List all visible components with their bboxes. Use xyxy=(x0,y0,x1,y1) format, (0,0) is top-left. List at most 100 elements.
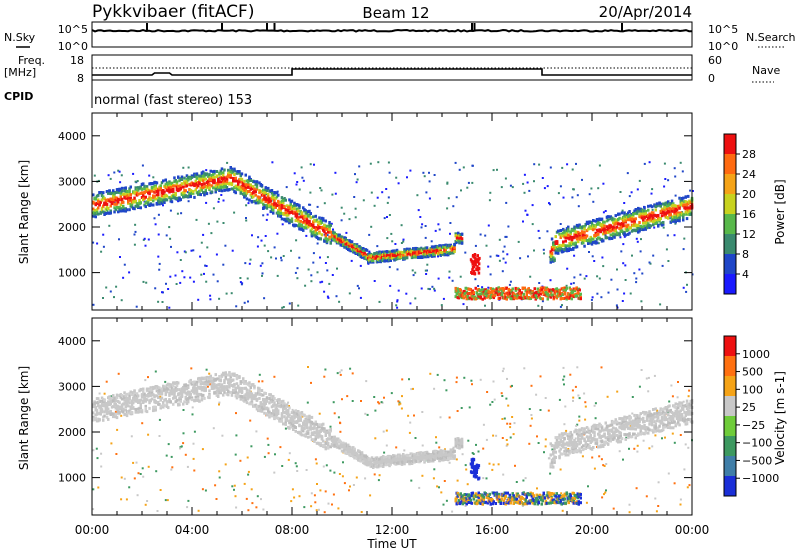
echo-cell xyxy=(154,184,157,188)
echo-cell xyxy=(175,384,179,388)
echo-cell xyxy=(222,393,225,397)
echo-cell xyxy=(127,397,130,401)
echo-cell xyxy=(503,293,506,297)
echo-cell xyxy=(538,163,541,166)
echo-cell xyxy=(258,196,261,200)
echo-cell xyxy=(280,256,282,259)
echo-cell xyxy=(574,225,577,229)
echo-cell xyxy=(451,510,454,513)
echo-cell xyxy=(160,387,164,391)
colorbar-cell xyxy=(724,274,736,294)
echo-cell xyxy=(202,177,205,181)
echo-cell xyxy=(428,288,431,291)
echo-cell xyxy=(102,297,104,299)
echo-cell xyxy=(315,235,319,239)
echo-cell xyxy=(676,396,679,399)
echo-cell xyxy=(110,442,113,445)
echo-cell xyxy=(444,448,446,451)
echo-cell xyxy=(655,202,659,206)
echo-cell xyxy=(218,297,221,300)
echo-cell xyxy=(181,270,184,273)
echo-cell xyxy=(140,393,144,397)
echo-cell xyxy=(564,288,567,292)
echo-cell xyxy=(359,253,362,257)
echo-cell xyxy=(225,175,229,179)
echo-cell xyxy=(139,191,142,195)
echo-cell xyxy=(318,222,321,225)
echo-cell xyxy=(255,404,259,408)
echo-cell xyxy=(99,200,102,204)
echo-cell xyxy=(557,229,560,233)
echo-cell xyxy=(242,379,245,383)
echo-cell xyxy=(302,228,305,232)
echo-cell xyxy=(92,303,95,306)
echo-cell xyxy=(239,397,242,401)
echo-cell xyxy=(132,406,135,410)
echo-cell xyxy=(353,196,356,198)
echo-cell xyxy=(144,195,147,199)
nsearch-tick-top: 10^5 xyxy=(708,23,738,36)
echo-cell xyxy=(686,283,688,286)
echo-cell xyxy=(124,209,127,213)
echo-cell xyxy=(170,468,173,471)
echo-cell xyxy=(592,237,595,241)
echo-cell xyxy=(253,199,256,203)
echo-cell xyxy=(434,249,437,253)
echo-cell xyxy=(682,196,685,200)
echo-cell xyxy=(120,299,123,302)
echo-cell xyxy=(136,494,139,497)
echo-cell xyxy=(322,218,325,222)
echo-cell xyxy=(652,216,655,220)
echo-cell xyxy=(163,404,166,408)
echo-cell xyxy=(153,217,156,220)
echo-cell xyxy=(197,392,200,396)
echo-cell xyxy=(591,456,594,459)
echo-cell xyxy=(220,167,224,171)
echo-cell xyxy=(135,397,139,400)
echo-cell xyxy=(159,198,162,202)
echo-cell xyxy=(175,381,179,384)
nsky-frame xyxy=(91,21,693,48)
echo-cell xyxy=(224,371,227,375)
echo-cell xyxy=(475,260,479,264)
echo-cell xyxy=(205,201,208,204)
echo-cell xyxy=(428,171,430,174)
echo-cell xyxy=(273,414,276,418)
echo-cell xyxy=(473,255,476,259)
echo-cell xyxy=(602,182,605,185)
echo-cell xyxy=(569,235,572,239)
echo-cell xyxy=(544,445,547,448)
echo-cell xyxy=(637,230,640,234)
echo-cell xyxy=(377,257,380,261)
echo-cell xyxy=(662,202,665,206)
echo-cell xyxy=(439,244,442,248)
echo-cell xyxy=(340,369,343,372)
echo-cell xyxy=(442,503,445,506)
echo-cell xyxy=(501,270,504,273)
echo-cell xyxy=(567,236,570,240)
echo-cell xyxy=(368,233,371,236)
echo-cell xyxy=(264,235,267,237)
echo-cell xyxy=(187,200,190,203)
echo-cell xyxy=(652,223,655,227)
echo-cell xyxy=(285,211,289,214)
echo-cell xyxy=(684,195,687,199)
echo-cell xyxy=(198,174,201,178)
echo-cell xyxy=(269,199,272,203)
echo-cell xyxy=(222,199,225,202)
echo-cell xyxy=(560,247,564,251)
echo-cell xyxy=(174,386,177,390)
echo-cell xyxy=(603,465,606,467)
echo-cell xyxy=(149,388,152,392)
echo-cell xyxy=(557,294,560,298)
echo-cell xyxy=(223,184,226,188)
echo-cell xyxy=(501,370,504,373)
echo-cell xyxy=(305,211,309,215)
echo-cell xyxy=(574,233,577,237)
echo-cell xyxy=(546,291,549,295)
echo-cell xyxy=(155,470,158,473)
echo-cell xyxy=(575,286,578,290)
echo-cell xyxy=(521,505,524,507)
echo-cell xyxy=(245,219,248,222)
echo-cell xyxy=(290,199,294,203)
